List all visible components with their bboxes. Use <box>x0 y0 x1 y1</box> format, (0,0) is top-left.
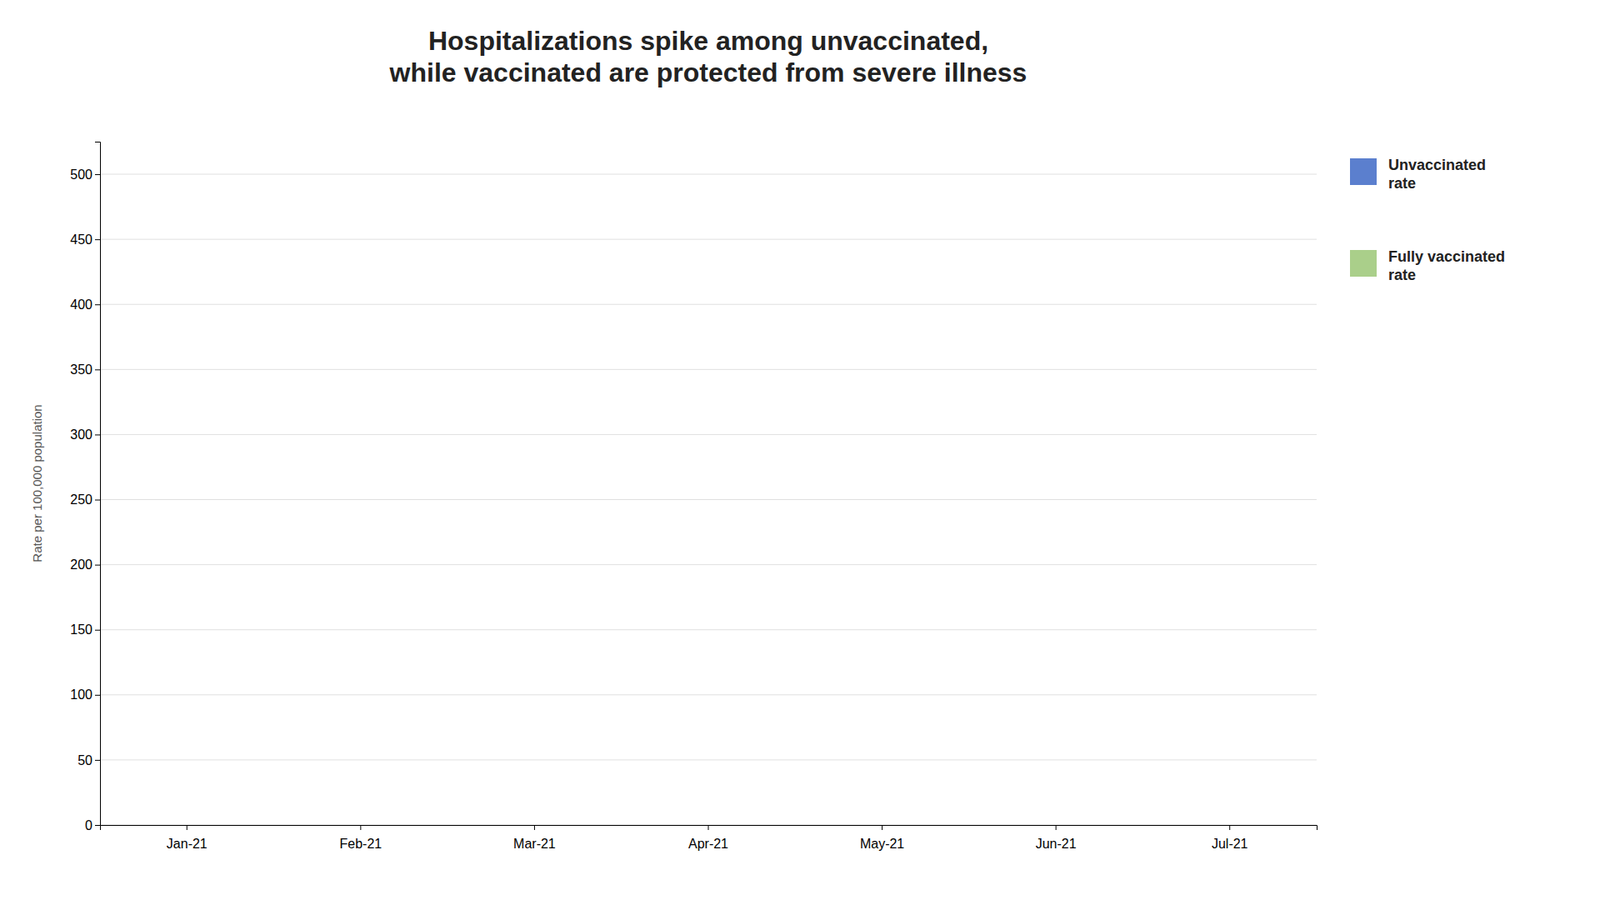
x-tick-label: Mar-21 <box>513 836 556 851</box>
y-tick-label: 50 <box>77 753 93 768</box>
y-tick-mark <box>95 174 100 175</box>
y-tick: 400 <box>70 297 100 312</box>
y-tick-label: 350 <box>70 362 93 377</box>
bar <box>476 825 534 826</box>
y-tick-label: 450 <box>70 232 93 247</box>
bar <box>535 825 593 826</box>
chart: 0 50 100 150 200 250 300 350 400 450 500 Jan-21 Feb-… <box>0 0 1600 900</box>
grid-line <box>100 564 1317 565</box>
y-tick-mark <box>95 500 100 501</box>
legend: Unvaccinatedrate Fully vaccinatedrate <box>1350 156 1505 284</box>
x-tick-label: May-21 <box>860 836 905 851</box>
x-tick-label: Jul-21 <box>1211 836 1249 851</box>
y-tick-label: 300 <box>70 427 93 442</box>
y-tick-mark <box>95 304 100 305</box>
bar <box>1057 825 1115 826</box>
bar <box>188 825 245 826</box>
y-tick-mark <box>95 565 100 566</box>
y-tick-label: 500 <box>70 167 93 182</box>
legend-swatch <box>1350 250 1377 277</box>
y-tick: 50 <box>77 753 100 768</box>
grid-line <box>100 369 1317 370</box>
y-tick-mark <box>95 825 100 826</box>
y-tick: 250 <box>70 492 100 507</box>
bar <box>1230 825 1288 826</box>
x-tick-mark <box>360 825 361 830</box>
y-axis: 0 50 100 150 200 250 300 350 400 450 500 <box>70 142 100 833</box>
y-tick-mark <box>95 369 100 370</box>
y-tick: 200 <box>70 557 100 572</box>
y-axis-title: Rate per 100,000 population <box>30 404 45 562</box>
grid-line <box>100 694 1317 695</box>
x-tick: Feb-21 <box>340 825 383 851</box>
y-tick-mark <box>95 434 100 435</box>
title: Hospitalizations spike among unvaccinate… <box>389 25 1028 88</box>
bar <box>998 825 1055 826</box>
y-tick-label: 150 <box>70 622 93 637</box>
grid-line <box>100 239 1317 240</box>
x-tick: Mar-21 <box>513 825 556 851</box>
bar <box>302 825 360 826</box>
y-tick: 100 <box>70 687 100 702</box>
x-tick-label: Jun-21 <box>1035 836 1077 851</box>
bar <box>362 825 420 826</box>
y-tick: 300 <box>70 427 100 442</box>
y-tick-mark <box>95 695 100 696</box>
x-tick-mark <box>1229 825 1230 830</box>
bar <box>650 825 708 826</box>
bar <box>710 825 767 826</box>
x-tick-mark <box>1055 825 1057 830</box>
grid-line <box>100 434 1317 435</box>
x-tick-label: Feb-21 <box>340 836 383 851</box>
x-tick-label: Apr-21 <box>688 836 729 851</box>
x-tick-mark <box>186 825 188 830</box>
x-tick-label: Jan-21 <box>166 836 208 851</box>
bar <box>824 825 881 826</box>
y-tick-label: 250 <box>70 492 93 507</box>
y-axis-line <box>95 142 101 826</box>
legend-swatch <box>1350 158 1377 185</box>
bar <box>129 825 186 826</box>
legend-label: Unvaccinatedrate <box>1388 156 1486 192</box>
legend-item: Unvaccinatedrate <box>1350 156 1486 192</box>
y-tick-label: 0 <box>85 818 93 833</box>
x-axis: Jan-21 Feb-21 Mar-21 Apr-21 May-21 Jun-21 Jul-… <box>100 825 1318 851</box>
y-tick-label: 100 <box>70 687 93 702</box>
x-tick: Jul-21 <box>1211 825 1249 851</box>
y-tick: 500 <box>70 167 100 182</box>
bar <box>1171 825 1229 826</box>
y-tick-label: 200 <box>70 557 93 572</box>
x-tick: May-21 <box>860 825 905 851</box>
x-tick: Jun-21 <box>1035 825 1077 851</box>
grid-line <box>100 759 1317 760</box>
y-tick-mark <box>95 630 100 631</box>
bar <box>883 825 940 826</box>
y-tick: 450 <box>70 232 100 247</box>
y-tick-label: 400 <box>70 297 93 312</box>
grid-line <box>100 499 1317 500</box>
y-tick-mark <box>95 760 100 761</box>
legend-item: Fully vaccinatedrate <box>1350 248 1505 284</box>
legend-label: Fully vaccinatedrate <box>1388 248 1505 284</box>
y-tick: 350 <box>70 362 100 377</box>
y-tick: 150 <box>70 622 100 637</box>
x-tick: Apr-21 <box>688 825 729 851</box>
x-tick: Jan-21 <box>166 825 208 851</box>
y-tick: 0 <box>85 818 100 833</box>
x-tick-mark <box>708 825 710 830</box>
grid <box>100 174 1317 825</box>
grid-line <box>100 629 1317 630</box>
grid-line <box>100 304 1317 305</box>
x-tick-mark <box>534 825 535 830</box>
x-axis-line <box>100 825 1318 831</box>
grid-line <box>100 174 1317 175</box>
plot: 0 50 100 150 200 250 300 350 400 450 500 Jan-21 Feb-… <box>70 142 1317 852</box>
x-tick-mark <box>881 825 883 830</box>
y-tick-mark <box>95 239 100 240</box>
